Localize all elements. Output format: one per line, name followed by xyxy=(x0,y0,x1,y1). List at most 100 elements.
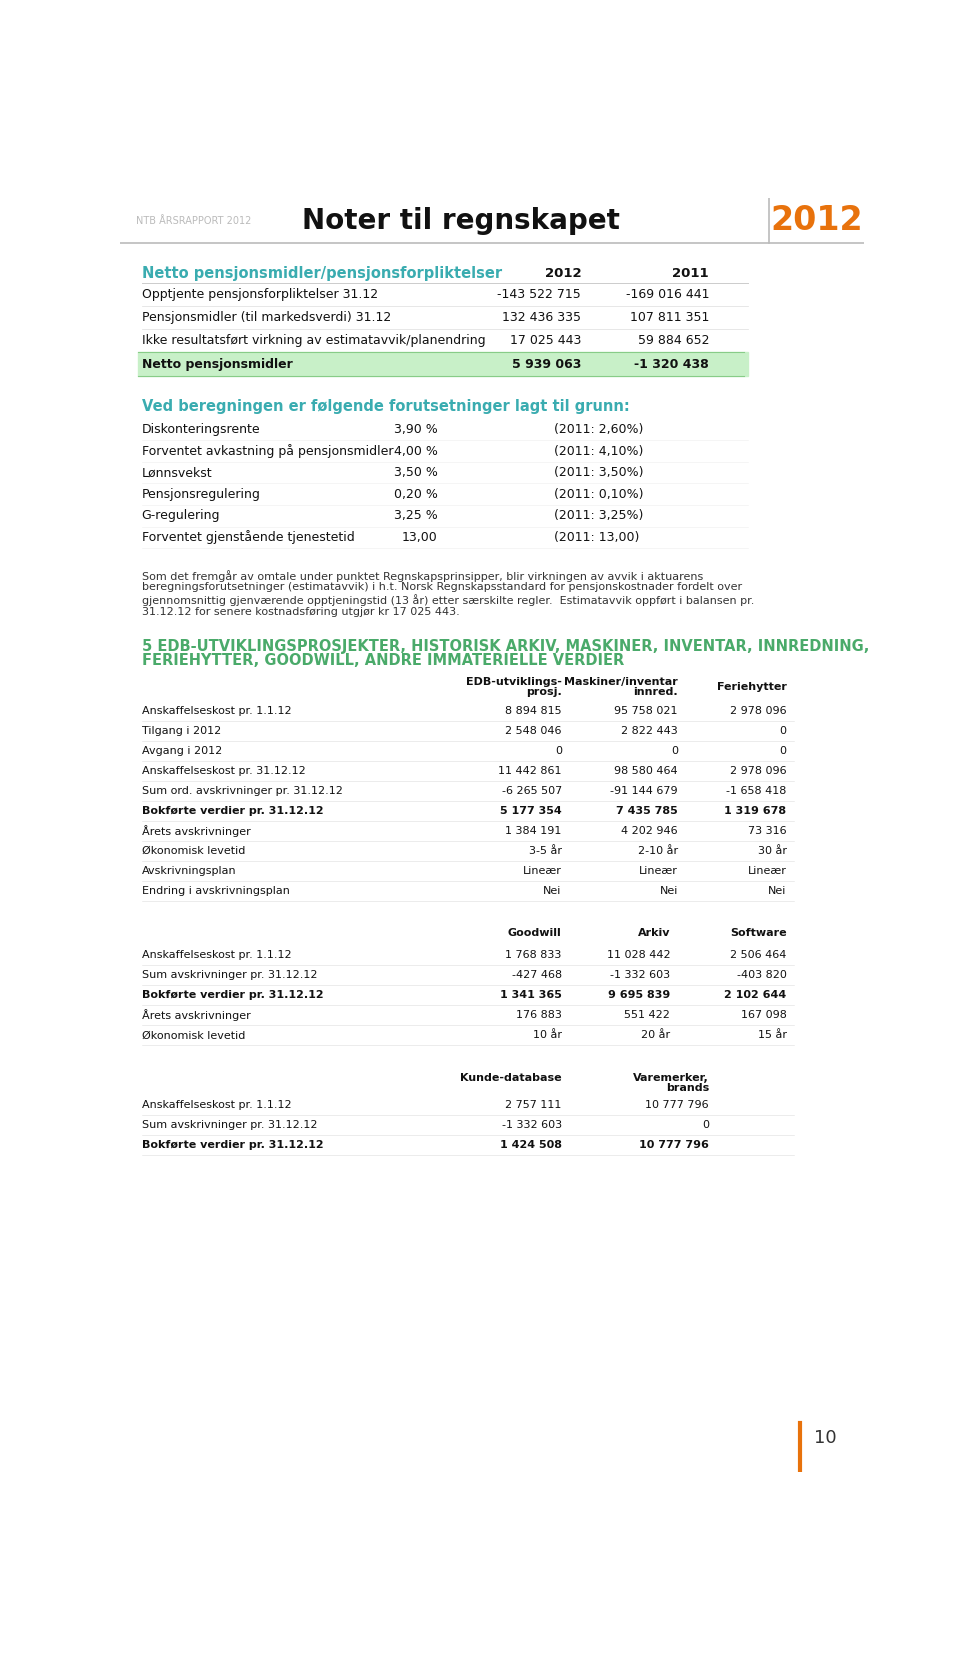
Text: 2 757 111: 2 757 111 xyxy=(505,1100,562,1110)
Bar xyxy=(138,352,748,375)
Text: 31.12.12 for senere kostnadsføring utgjør kr 17 025 443.: 31.12.12 for senere kostnadsføring utgjø… xyxy=(142,607,460,617)
Text: 73 316: 73 316 xyxy=(748,825,786,835)
Text: Software: Software xyxy=(730,928,786,938)
Text: Avskrivningsplan: Avskrivningsplan xyxy=(142,865,236,875)
Text: 3,25 %: 3,25 % xyxy=(394,509,438,523)
Text: Pensjonsregulering: Pensjonsregulering xyxy=(142,488,260,501)
Text: Ved beregningen er følgende forutsetninger lagt til grunn:: Ved beregningen er følgende forutsetning… xyxy=(142,399,630,414)
Text: 59 884 652: 59 884 652 xyxy=(637,334,709,347)
Text: Endring i avskrivningsplan: Endring i avskrivningsplan xyxy=(142,885,290,896)
Text: 5 EDB-UTVIKLINGSPROSJEKTER, HISTORISK ARKIV, MASKINER, INVENTAR, INNREDNING,: 5 EDB-UTVIKLINGSPROSJEKTER, HISTORISK AR… xyxy=(142,638,869,653)
Text: -169 016 441: -169 016 441 xyxy=(626,288,709,301)
Text: -91 144 679: -91 144 679 xyxy=(611,786,678,796)
Text: Diskonteringsrente: Diskonteringsrente xyxy=(142,423,260,437)
Text: 1 424 508: 1 424 508 xyxy=(500,1140,562,1150)
Text: Årets avskrivninger: Årets avskrivninger xyxy=(142,1009,251,1022)
Text: Tilgang i 2012: Tilgang i 2012 xyxy=(142,726,221,736)
Text: beregningsforutsetninger (estimatavvik) i h.t. Norsk Regnskapsstandard for pensj: beregningsforutsetninger (estimatavvik) … xyxy=(142,582,742,592)
Text: 13,00: 13,00 xyxy=(402,531,438,544)
Text: Netto pensjonsmidler/pensjonsforpliktelser: Netto pensjonsmidler/pensjonsforpliktels… xyxy=(142,266,502,281)
Text: 4,00 %: 4,00 % xyxy=(394,445,438,458)
Text: Som det fremgår av omtale under punktet Regnskapsprinsipper, blir virkningen av : Som det fremgår av omtale under punktet … xyxy=(142,569,703,582)
Text: -1 320 438: -1 320 438 xyxy=(635,357,709,370)
Text: Feriehytter: Feriehytter xyxy=(716,681,786,691)
Text: Arkiv: Arkiv xyxy=(637,928,670,938)
Text: 1 341 365: 1 341 365 xyxy=(500,991,562,1001)
Text: (2011: 2,60%): (2011: 2,60%) xyxy=(554,423,643,437)
Text: Bokførte verdier pr. 31.12.12: Bokførte verdier pr. 31.12.12 xyxy=(142,991,324,1001)
Text: innred.: innred. xyxy=(634,688,678,698)
Text: Pensjonsmidler (til markedsverdi) 31.12: Pensjonsmidler (til markedsverdi) 31.12 xyxy=(142,311,391,324)
Text: Bokførte verdier pr. 31.12.12: Bokførte verdier pr. 31.12.12 xyxy=(142,1140,324,1150)
Text: 17 025 443: 17 025 443 xyxy=(510,334,581,347)
Text: Sum avskrivninger pr. 31.12.12: Sum avskrivninger pr. 31.12.12 xyxy=(142,971,317,981)
Text: 4 202 946: 4 202 946 xyxy=(621,825,678,835)
Text: 30 år: 30 år xyxy=(757,845,786,855)
Text: 176 883: 176 883 xyxy=(516,1011,562,1021)
Text: 10 777 796: 10 777 796 xyxy=(645,1100,709,1110)
Text: 0: 0 xyxy=(555,746,562,756)
Text: -427 468: -427 468 xyxy=(512,971,562,981)
Text: (2011: 13,00): (2011: 13,00) xyxy=(554,531,639,544)
Text: 2 548 046: 2 548 046 xyxy=(505,726,562,736)
Text: Anskaffelseskost pr. 1.1.12: Anskaffelseskost pr. 1.1.12 xyxy=(142,951,291,961)
Text: 551 422: 551 422 xyxy=(624,1011,670,1021)
Text: Anskaffelseskost pr. 1.1.12: Anskaffelseskost pr. 1.1.12 xyxy=(142,706,291,716)
Text: 9 695 839: 9 695 839 xyxy=(608,991,670,1001)
Text: 0: 0 xyxy=(671,746,678,756)
Text: 0: 0 xyxy=(780,746,786,756)
Text: Lineær: Lineær xyxy=(639,865,678,875)
Text: 7 435 785: 7 435 785 xyxy=(616,805,678,815)
Text: 107 811 351: 107 811 351 xyxy=(630,311,709,324)
Text: Maskiner/inventar: Maskiner/inventar xyxy=(564,678,678,688)
Text: 95 758 021: 95 758 021 xyxy=(614,706,678,716)
Text: (2011: 4,10%): (2011: 4,10%) xyxy=(554,445,643,458)
Text: Goodwill: Goodwill xyxy=(508,928,562,938)
Text: 5 939 063: 5 939 063 xyxy=(512,357,581,370)
Text: NTB ÅRSRAPPORT 2012: NTB ÅRSRAPPORT 2012 xyxy=(135,215,251,227)
Text: Noter til regnskapet: Noter til regnskapet xyxy=(302,207,620,235)
Text: -1 332 603: -1 332 603 xyxy=(611,971,670,981)
Text: Nei: Nei xyxy=(543,885,562,896)
Text: 10: 10 xyxy=(814,1429,836,1447)
Text: 10 år: 10 år xyxy=(533,1030,562,1040)
Text: Opptjente pensjonsforpliktelser 31.12: Opptjente pensjonsforpliktelser 31.12 xyxy=(142,288,378,301)
Text: 0: 0 xyxy=(780,726,786,736)
Text: 20 år: 20 år xyxy=(641,1030,670,1040)
Text: 11 442 861: 11 442 861 xyxy=(498,766,562,776)
Text: Økonomisk levetid: Økonomisk levetid xyxy=(142,845,245,855)
Text: 2011: 2011 xyxy=(672,268,709,281)
Text: -6 265 507: -6 265 507 xyxy=(501,786,562,796)
Text: 2 102 644: 2 102 644 xyxy=(724,991,786,1001)
Text: gjennomsnittig gjenværende opptjeningstid (13 år) etter særskilte regler.  Estim: gjennomsnittig gjenværende opptjeningsti… xyxy=(142,594,754,605)
Text: Lønnsvekst: Lønnsvekst xyxy=(142,466,212,480)
Text: 2-10 år: 2-10 år xyxy=(637,845,678,855)
Text: 3,50 %: 3,50 % xyxy=(394,466,438,480)
Text: 11 028 442: 11 028 442 xyxy=(607,951,670,961)
Text: 3-5 år: 3-5 år xyxy=(529,845,562,855)
Text: Økonomisk levetid: Økonomisk levetid xyxy=(142,1030,245,1040)
Text: 2 978 096: 2 978 096 xyxy=(730,706,786,716)
Text: 10 777 796: 10 777 796 xyxy=(639,1140,709,1150)
Text: 2012: 2012 xyxy=(544,268,581,281)
Text: prosj.: prosj. xyxy=(526,688,562,698)
Text: FERIEHYTTER, GOODWILL, ANDRE IMMATERIELLE VERDIER: FERIEHYTTER, GOODWILL, ANDRE IMMATERIELL… xyxy=(142,653,624,668)
Text: Lineær: Lineær xyxy=(748,865,786,875)
Text: Årets avskrivninger: Årets avskrivninger xyxy=(142,825,251,837)
Text: Forventet gjenstående tjenestetid: Forventet gjenstående tjenestetid xyxy=(142,531,354,544)
Text: Varemerker,: Varemerker, xyxy=(634,1073,709,1083)
Text: 0,20 %: 0,20 % xyxy=(394,488,438,501)
Text: 2 822 443: 2 822 443 xyxy=(621,726,678,736)
Text: (2011: 3,25%): (2011: 3,25%) xyxy=(554,509,643,523)
Text: 8 894 815: 8 894 815 xyxy=(505,706,562,716)
Text: 167 098: 167 098 xyxy=(740,1011,786,1021)
Text: Kunde-database: Kunde-database xyxy=(460,1073,562,1083)
Text: Bokførte verdier pr. 31.12.12: Bokførte verdier pr. 31.12.12 xyxy=(142,805,324,815)
Text: Lineær: Lineær xyxy=(523,865,562,875)
Text: -403 820: -403 820 xyxy=(736,971,786,981)
Text: 1 384 191: 1 384 191 xyxy=(505,825,562,835)
Text: Nei: Nei xyxy=(768,885,786,896)
Text: Avgang i 2012: Avgang i 2012 xyxy=(142,746,222,756)
Text: Netto pensjonsmidler: Netto pensjonsmidler xyxy=(142,357,293,370)
Text: Forventet avkastning på pensjonsmidler: Forventet avkastning på pensjonsmidler xyxy=(142,443,394,458)
